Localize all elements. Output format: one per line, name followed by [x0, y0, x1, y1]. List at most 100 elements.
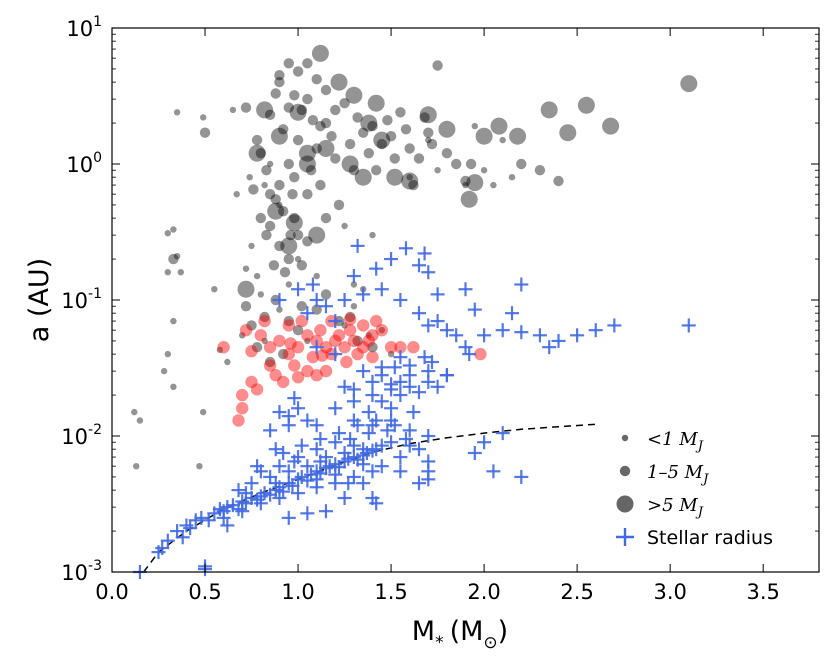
stellar-radius-point	[681, 318, 696, 333]
y-tick-label: 100	[66, 150, 102, 177]
stellar-radius-point	[384, 435, 399, 450]
hot-planet-point	[263, 341, 277, 354]
hot-planet-point	[254, 329, 267, 342]
planet-point-small	[216, 346, 224, 353]
planet-point-medium	[285, 229, 296, 241]
legend-marker	[621, 434, 629, 442]
planet-point-medium	[278, 348, 289, 360]
y-tick-label: 10-2	[61, 422, 102, 449]
planet-point-medium	[302, 236, 313, 247]
planet-point-small	[173, 253, 181, 260]
planet-point-medium	[385, 131, 397, 142]
stellar-radius-point	[425, 355, 440, 370]
planet-point-small	[499, 136, 506, 144]
hot-planet-point	[340, 355, 353, 369]
planet-point-medium	[255, 148, 266, 159]
stellar-radius-point	[268, 476, 283, 491]
stellar-radius-point	[235, 504, 250, 519]
hot-planet-point	[474, 347, 487, 361]
stellar-radius-point	[343, 432, 358, 447]
planet-point-small	[261, 181, 268, 189]
y-tick-base: 10	[61, 425, 88, 449]
stellar-radius-point	[486, 464, 501, 479]
planet-point-small	[136, 417, 144, 424]
planet-point-medium	[278, 124, 289, 135]
hot-planet-point	[288, 359, 301, 372]
planet-point-large	[317, 140, 335, 157]
x-tick-label: 3.0	[653, 580, 686, 604]
stellar-radius-point	[328, 347, 343, 362]
planet-point-small	[246, 174, 253, 181]
legend-entry: <1 MJ	[621, 429, 704, 454]
planet-point-small	[276, 201, 283, 209]
planet-point-small	[285, 281, 292, 288]
stellar-radius-point	[272, 491, 287, 506]
legend-entry: Stellar radius	[616, 527, 773, 549]
stellar-radius-point	[393, 388, 408, 403]
planet-point-medium	[296, 301, 307, 312]
stellar-radius-point	[318, 299, 333, 314]
y-tick-exponent: 0	[93, 150, 102, 166]
planet-point-small	[313, 272, 320, 280]
planet-point-small	[365, 332, 372, 339]
planet-point-medium	[251, 342, 263, 353]
stellar-radius-point	[514, 277, 529, 292]
stellar-radius-point	[328, 435, 343, 450]
stellar-radius-point	[411, 442, 426, 457]
hot-planet-point	[301, 329, 314, 342]
hot-planet-point	[384, 341, 398, 354]
stellar-radius-point	[337, 379, 352, 394]
stellar-radius-point	[281, 510, 296, 525]
stellar-radius-point	[356, 364, 371, 379]
stellar-radius-point	[458, 282, 473, 297]
hot-planet-point	[394, 341, 407, 354]
planet-point-medium	[339, 98, 350, 109]
planet-point-small	[239, 332, 246, 339]
planet-point-small	[378, 327, 385, 334]
planet-point-medium	[307, 115, 319, 126]
planet-point-medium	[251, 134, 263, 146]
planet-point-medium	[344, 311, 356, 323]
stellar-radius-point	[421, 364, 436, 379]
planet-point-medium	[240, 301, 252, 312]
stellar-radius-point	[542, 340, 557, 355]
planet-point-medium	[460, 175, 471, 187]
planet-point-medium	[296, 104, 307, 116]
planet-point-small	[406, 174, 413, 181]
planet-point-medium	[240, 102, 252, 113]
stellar-radius-point	[300, 459, 315, 474]
planet-point-medium	[289, 212, 300, 224]
stellar-radius-point	[570, 328, 585, 343]
planet-point-medium	[367, 120, 378, 132]
planet-point-medium	[264, 189, 276, 200]
hot-planet-point	[291, 341, 305, 354]
x-axis-label-unit-sub: ⊙	[483, 633, 497, 653]
stellar-radius-point	[350, 238, 365, 253]
hot-planet-point	[250, 383, 264, 396]
planet-point-medium	[283, 102, 294, 113]
stellar-radius-point	[607, 318, 622, 333]
planet-point-small	[253, 272, 261, 280]
planet-point-small	[257, 291, 264, 298]
hot-planet-point	[245, 345, 258, 358]
stellar-radius-point	[309, 472, 324, 487]
hot-planet-point	[263, 359, 277, 372]
legend-label-main: <1 M	[647, 429, 698, 450]
stellar-radius-point	[253, 496, 268, 511]
planet-point-large	[285, 214, 303, 232]
x-axis-label-unit: (M	[450, 616, 484, 647]
planet-point-small	[224, 358, 231, 366]
planet-point-medium	[367, 342, 378, 353]
stellar-radius-point	[374, 394, 389, 409]
planet-point-large	[509, 127, 527, 145]
stellar-radius-point	[331, 426, 346, 441]
planet-point-medium	[283, 158, 294, 170]
planet-point-medium	[348, 165, 360, 176]
planet-point-small	[233, 191, 240, 198]
x-tick-label: 0.0	[95, 580, 128, 604]
planet-point-medium	[302, 58, 313, 69]
planet-point-large	[311, 44, 329, 62]
